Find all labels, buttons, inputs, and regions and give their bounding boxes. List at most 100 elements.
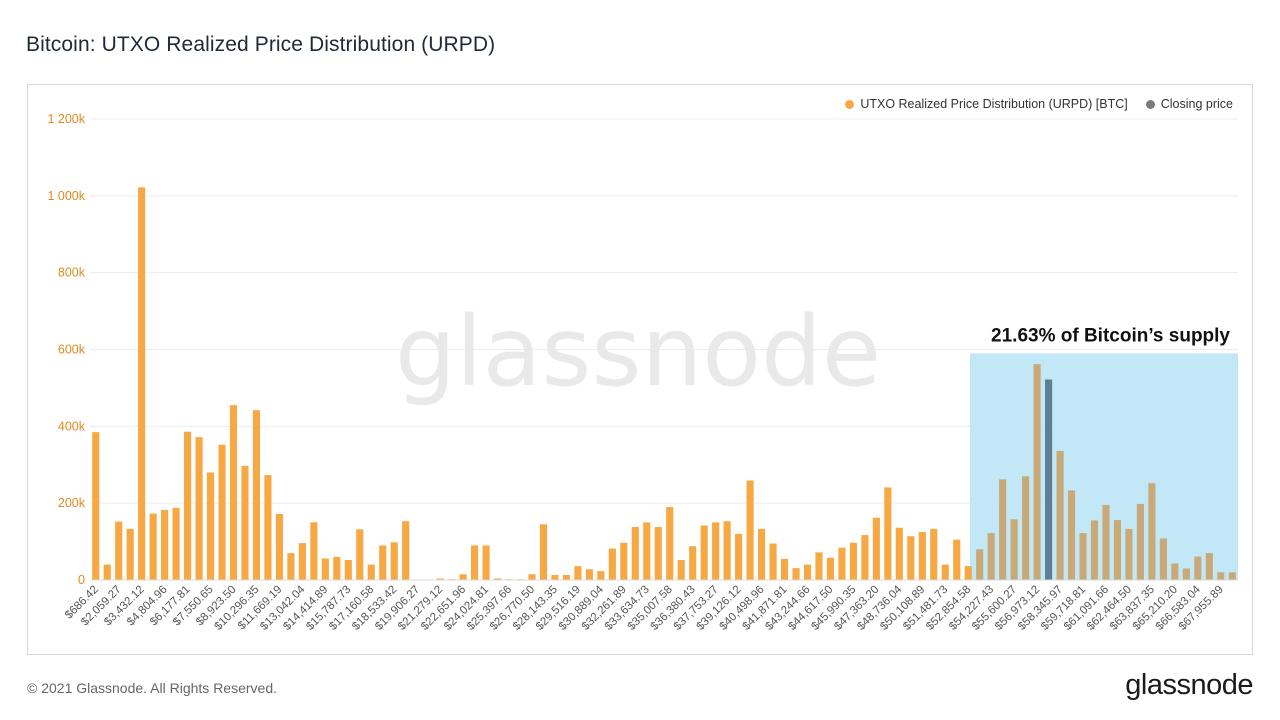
bar bbox=[700, 525, 708, 580]
legend-item-closing-price[interactable]: Closing price bbox=[1145, 97, 1233, 111]
y-tick-label: 0 bbox=[78, 573, 85, 587]
bar bbox=[229, 405, 238, 580]
chart-title: Bitcoin: UTXO Realized Price Distributio… bbox=[26, 33, 496, 56]
bar bbox=[344, 560, 352, 580]
bar bbox=[930, 528, 938, 580]
bar bbox=[172, 507, 180, 580]
bar bbox=[953, 539, 961, 580]
bar bbox=[1159, 538, 1167, 580]
bar bbox=[918, 531, 926, 580]
bar bbox=[815, 552, 823, 580]
bar bbox=[895, 527, 903, 580]
bar bbox=[608, 548, 616, 580]
bar bbox=[1090, 520, 1099, 580]
bar bbox=[115, 521, 123, 580]
bar bbox=[1182, 568, 1190, 580]
bar bbox=[436, 578, 444, 580]
bar bbox=[849, 542, 857, 580]
bar bbox=[92, 432, 100, 580]
y-tick-label: 200k bbox=[58, 496, 86, 510]
bar bbox=[1125, 528, 1133, 580]
bar bbox=[184, 431, 192, 580]
bar bbox=[390, 542, 398, 580]
y-tick-label: 1 000k bbox=[47, 189, 85, 203]
bar bbox=[333, 556, 341, 580]
watermark-text: glassnode bbox=[395, 296, 881, 408]
bar bbox=[402, 521, 410, 580]
bar bbox=[459, 574, 467, 580]
bar bbox=[1102, 505, 1110, 580]
bar bbox=[206, 472, 215, 580]
bar bbox=[631, 526, 639, 580]
bar bbox=[138, 187, 146, 581]
bar bbox=[861, 535, 869, 580]
bar bbox=[1171, 563, 1179, 580]
bar bbox=[803, 564, 812, 580]
copyright-footer: © 2021 Glassnode. All Rights Reserved. bbox=[27, 680, 278, 696]
bar bbox=[1045, 379, 1053, 580]
y-tick-label: 400k bbox=[58, 419, 86, 433]
bar bbox=[1228, 572, 1236, 580]
bar bbox=[976, 549, 984, 580]
bar bbox=[149, 513, 157, 580]
bar bbox=[826, 557, 835, 580]
urpd-dot-icon bbox=[845, 99, 855, 109]
urpd-bar-chart: 0 200k 400k 600k 800k 1 000k 1 200k glassnode 21… bbox=[47, 112, 1238, 633]
bar bbox=[562, 575, 570, 580]
bar bbox=[482, 545, 490, 580]
bar bbox=[539, 524, 548, 580]
bar bbox=[1079, 533, 1087, 580]
bar bbox=[987, 533, 995, 580]
bar bbox=[310, 522, 318, 580]
bar bbox=[1194, 556, 1202, 580]
bar bbox=[1136, 503, 1144, 580]
bar bbox=[287, 553, 295, 580]
bar bbox=[252, 410, 261, 580]
bar bbox=[241, 465, 249, 580]
y-tick-label: 800k bbox=[58, 266, 86, 280]
bar bbox=[769, 543, 777, 580]
bar bbox=[643, 522, 651, 580]
bar bbox=[471, 545, 479, 580]
bar bbox=[907, 536, 915, 580]
bar bbox=[379, 545, 387, 580]
bar bbox=[723, 521, 731, 580]
bar bbox=[838, 547, 846, 580]
bar bbox=[1113, 520, 1122, 580]
legend-label-closing-price: Closing price bbox=[1160, 97, 1233, 111]
bar bbox=[356, 529, 364, 580]
bar bbox=[161, 510, 169, 580]
bar bbox=[195, 437, 203, 580]
bar bbox=[585, 569, 593, 580]
closing-price-dot-icon bbox=[1145, 99, 1155, 109]
bar bbox=[367, 564, 375, 580]
legend-label-urpd: UTXO Realized Price Distribution (URPD) … bbox=[860, 97, 1128, 111]
bar bbox=[1022, 476, 1030, 580]
y-tick-label: 600k bbox=[58, 343, 86, 357]
bar bbox=[666, 507, 674, 580]
bar bbox=[884, 487, 892, 580]
bar bbox=[126, 528, 134, 580]
bar bbox=[551, 575, 559, 580]
glassnode-logo: glassnode bbox=[1125, 669, 1253, 701]
bar bbox=[1148, 483, 1156, 580]
bar bbox=[298, 543, 306, 580]
bar bbox=[1217, 572, 1225, 580]
annotation-label: 21.63% of Bitcoin’s supply bbox=[991, 325, 1230, 346]
y-tick-label: 1 200k bbox=[47, 112, 85, 126]
bar bbox=[792, 568, 800, 580]
legend-item-urpd[interactable]: UTXO Realized Price Distribution (URPD) … bbox=[845, 97, 1128, 111]
chart-panel: 0 200k 400k 600k 800k 1 000k 1 200k glassnode 21… bbox=[27, 84, 1253, 655]
bar bbox=[321, 558, 329, 580]
bar bbox=[275, 513, 283, 580]
bar bbox=[528, 574, 536, 580]
legend: UTXO Realized Price Distribution (URPD) … bbox=[845, 97, 1233, 111]
bar bbox=[574, 566, 582, 580]
bar bbox=[493, 578, 502, 580]
bar bbox=[1067, 490, 1076, 580]
bar bbox=[941, 564, 949, 580]
bar bbox=[735, 533, 743, 580]
bar bbox=[597, 571, 605, 580]
bar bbox=[677, 560, 685, 580]
bar bbox=[218, 444, 226, 580]
